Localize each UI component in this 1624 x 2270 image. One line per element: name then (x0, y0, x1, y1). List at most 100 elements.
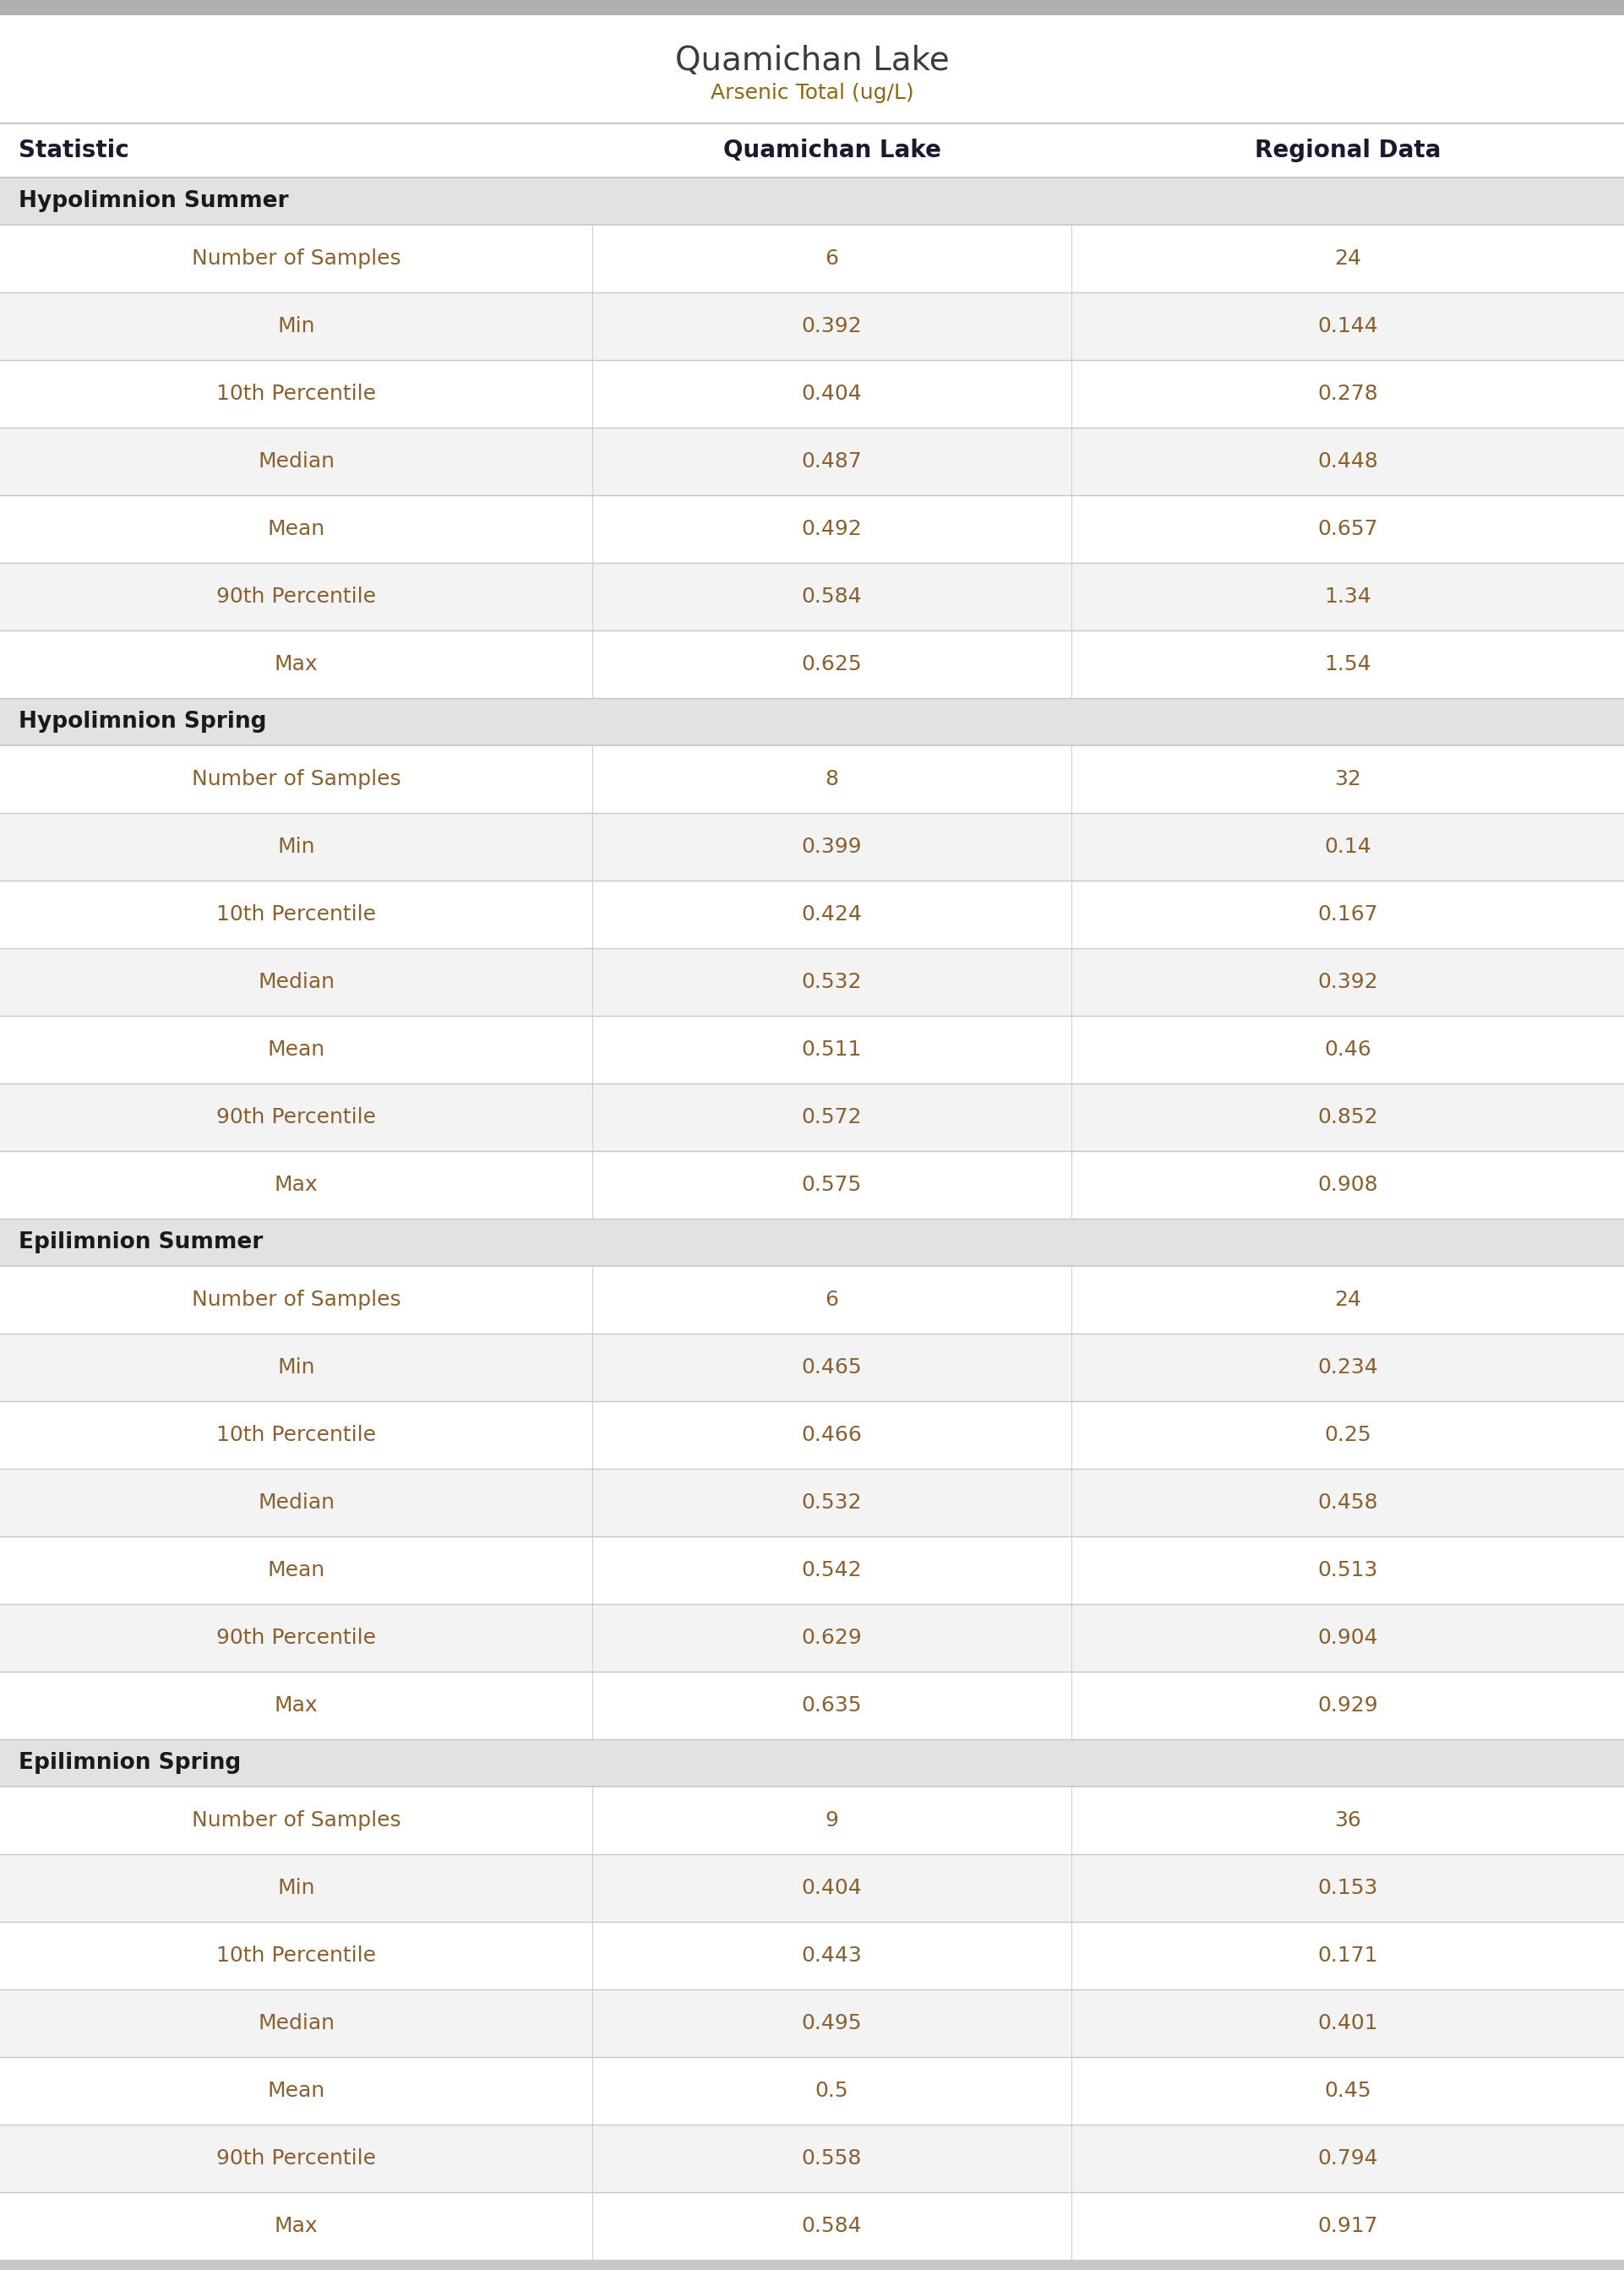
Text: 0.532: 0.532 (802, 972, 862, 992)
Text: 0.144: 0.144 (1317, 316, 1379, 336)
Text: 90th Percentile: 90th Percentile (216, 2147, 377, 2168)
Text: 1.34: 1.34 (1324, 586, 1371, 606)
Text: 90th Percentile: 90th Percentile (216, 586, 377, 606)
Text: 0.584: 0.584 (802, 586, 862, 606)
Text: 10th Percentile: 10th Percentile (216, 903, 377, 924)
Text: 8: 8 (825, 770, 838, 790)
Bar (0, 1923, 1624, 1989)
Text: 0.558: 0.558 (802, 2147, 862, 2168)
Bar (0, 293, 1624, 361)
Bar (0, 1267, 1624, 1332)
Text: 0.511: 0.511 (802, 1040, 862, 1060)
Text: Max: Max (274, 2216, 318, 2236)
Text: 0.794: 0.794 (1317, 2147, 1377, 2168)
Text: Hypolimnion Spring: Hypolimnion Spring (18, 711, 266, 733)
Text: 0.392: 0.392 (802, 316, 862, 336)
Bar (0, 1017, 1624, 1083)
Text: 32: 32 (1335, 770, 1361, 790)
Text: Max: Max (274, 1174, 318, 1194)
Bar (0, 881, 1624, 949)
Text: 0.635: 0.635 (802, 1696, 862, 1716)
Bar (0, 2261, 1624, 2270)
Bar (0, 1855, 1624, 1923)
Text: 0.392: 0.392 (1317, 972, 1377, 992)
Bar (0, 813, 1624, 881)
Text: Min: Min (278, 838, 315, 858)
Text: 0.465: 0.465 (802, 1357, 862, 1378)
Bar (0, 361, 1624, 427)
Text: 0.46: 0.46 (1324, 1040, 1371, 1060)
Bar (0, 225, 1624, 293)
Text: 0.234: 0.234 (1317, 1357, 1379, 1378)
Text: 0.448: 0.448 (1317, 452, 1379, 472)
Text: 0.532: 0.532 (802, 1491, 862, 1512)
Text: 0.167: 0.167 (1317, 903, 1377, 924)
Text: Quamichan Lake: Quamichan Lake (723, 138, 940, 161)
Bar (0, 2057, 1624, 2125)
Text: Median: Median (258, 452, 335, 472)
Text: 0.917: 0.917 (1317, 2216, 1377, 2236)
Text: 0.153: 0.153 (1317, 1877, 1377, 1898)
Bar (0, 699, 1624, 745)
Text: Mean: Mean (268, 2082, 325, 2102)
Text: Mean: Mean (268, 1040, 325, 1060)
Text: 10th Percentile: 10th Percentile (216, 1426, 377, 1446)
Bar (0, 16, 1624, 123)
Text: 0.14: 0.14 (1324, 838, 1371, 858)
Text: 6: 6 (825, 247, 838, 268)
Text: Regional Data: Regional Data (1255, 138, 1440, 161)
Text: Epilimnion Spring: Epilimnion Spring (18, 1752, 240, 1773)
Text: 0.657: 0.657 (1317, 520, 1377, 540)
Text: 0.466: 0.466 (802, 1426, 862, 1446)
Bar (0, 2125, 1624, 2193)
Text: 0.852: 0.852 (1317, 1108, 1377, 1128)
Text: Arsenic Total (ug/L): Arsenic Total (ug/L) (710, 84, 914, 102)
Text: Number of Samples: Number of Samples (192, 770, 401, 790)
Text: Max: Max (274, 654, 318, 674)
Text: Median: Median (258, 2013, 335, 2034)
Text: Number of Samples: Number of Samples (192, 1809, 401, 1830)
Bar (0, 1469, 1624, 1537)
Text: 0.401: 0.401 (1317, 2013, 1377, 2034)
Text: 0.929: 0.929 (1317, 1696, 1377, 1716)
Bar (0, 563, 1624, 631)
Bar (0, 1219, 1624, 1267)
Text: Number of Samples: Number of Samples (192, 247, 401, 268)
Text: 0.424: 0.424 (802, 903, 862, 924)
Text: Statistic: Statistic (18, 138, 128, 161)
Text: 24: 24 (1335, 1289, 1361, 1310)
Text: Quamichan Lake: Quamichan Lake (676, 45, 948, 77)
Text: Min: Min (278, 316, 315, 336)
Text: 0.629: 0.629 (802, 1628, 862, 1648)
Text: 0.492: 0.492 (802, 520, 862, 540)
Bar (0, 2193, 1624, 2261)
Text: 0.575: 0.575 (802, 1174, 862, 1194)
Text: 0.513: 0.513 (1317, 1559, 1377, 1580)
Text: 6: 6 (825, 1289, 838, 1310)
Bar (0, 1083, 1624, 1151)
Text: Mean: Mean (268, 520, 325, 540)
Bar (0, 123, 1624, 177)
Text: 0.542: 0.542 (802, 1559, 862, 1580)
Bar (0, 177, 1624, 225)
Text: Median: Median (258, 1491, 335, 1512)
Text: 0.25: 0.25 (1324, 1426, 1371, 1446)
Bar (0, 1537, 1624, 1605)
Bar (0, 495, 1624, 563)
Bar (0, 427, 1624, 495)
Text: 0.487: 0.487 (802, 452, 862, 472)
Text: 0.404: 0.404 (802, 384, 862, 404)
Bar (0, 1671, 1624, 1739)
Text: 0.399: 0.399 (802, 838, 862, 858)
Bar (0, 0, 1624, 16)
Bar (0, 1151, 1624, 1219)
Text: Max: Max (274, 1696, 318, 1716)
Bar (0, 1786, 1624, 1855)
Bar (0, 1739, 1624, 1786)
Text: Min: Min (278, 1357, 315, 1378)
Text: 0.5: 0.5 (815, 2082, 849, 2102)
Text: Epilimnion Summer: Epilimnion Summer (18, 1230, 263, 1253)
Bar (0, 949, 1624, 1017)
Text: 90th Percentile: 90th Percentile (216, 1108, 377, 1128)
Text: 36: 36 (1335, 1809, 1361, 1830)
